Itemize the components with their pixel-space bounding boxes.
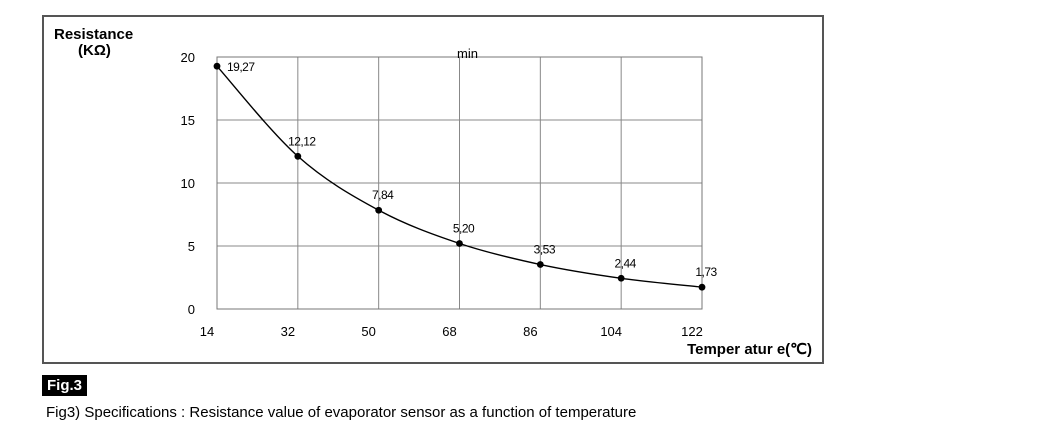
y-tick-label: 5 [188,239,195,254]
x-tick-label: 32 [281,324,295,339]
data-point [698,283,706,291]
data-points [213,62,706,291]
x-tick-label: 86 [523,324,537,339]
y-tick-label: 0 [188,302,195,317]
data-label: 5,20 [453,221,475,235]
x-tick-label: 50 [361,324,375,339]
data-label: 1,73 [695,265,717,279]
data-point [294,152,302,160]
plot-border [216,56,703,310]
chart-frame: 20 15 10 5 0 14 32 50 68 86 104 122 19,27 12,12 7,84 5… [42,15,824,364]
data-label: 19,27 [227,60,255,74]
x-tick-label: 14 [200,324,214,339]
x-tick-label: 104 [600,324,622,339]
grid [216,56,703,310]
y-axis-unit: (KΩ) [78,42,111,59]
data-point [213,62,221,70]
data-label: 12,12 [288,134,316,148]
x-tick-label: 122 [681,324,703,339]
data-label: 2,44 [614,256,636,270]
data-label: 3,53 [534,243,556,257]
data-point [617,274,625,282]
figure-caption: Fig3) Specifications : Resistance value … [46,404,637,421]
y-tick-label: 20 [181,50,195,65]
figure-badge: Fig.3 [42,375,88,396]
data-labels: 19,27 12,12 7,84 5,20 3,53 2,44 1,73 [227,60,718,279]
y-tick-label: 10 [181,176,195,191]
data-point [456,240,463,247]
annotation-min: min [457,46,478,61]
x-tick-label: 68 [442,324,456,339]
x-axis-label: Temper atur e(℃) [687,341,812,358]
y-tick-label: 15 [181,113,195,128]
data-point [536,261,544,268]
y-axis-label: Resistance [54,26,133,43]
data-label: 7,84 [372,188,394,202]
data-point [375,206,383,214]
